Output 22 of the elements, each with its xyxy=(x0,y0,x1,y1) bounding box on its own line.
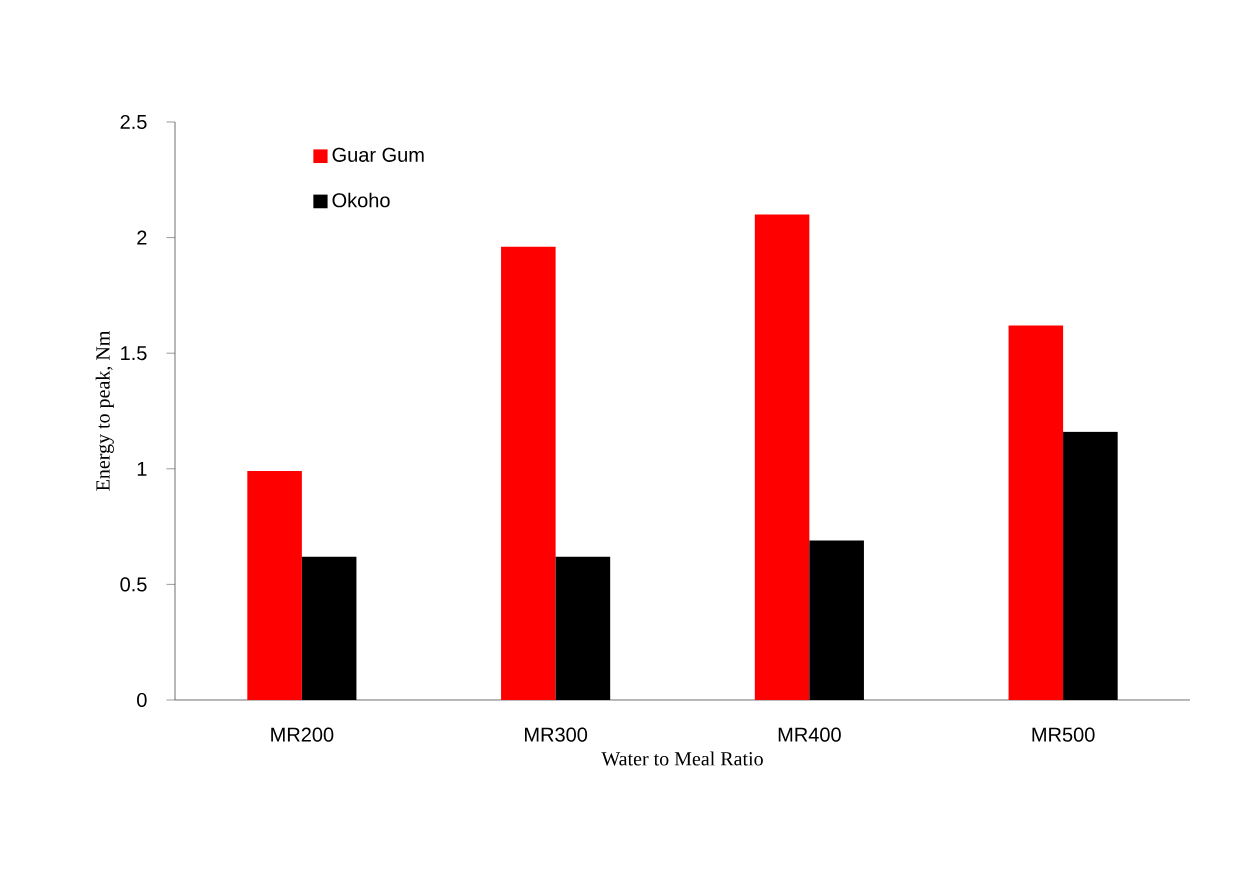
bar xyxy=(1008,325,1064,700)
y-tick-label: 0.5 xyxy=(120,577,147,592)
x-tick-label: MR400 xyxy=(778,727,841,742)
bar xyxy=(809,540,864,700)
x-tick-label: MR300 xyxy=(525,727,588,742)
x-axis-title: Water to Meal Ratio xyxy=(601,751,763,766)
bar xyxy=(247,471,302,700)
y-axis-title: Energy to peak, Nm xyxy=(95,330,114,491)
y-tick-label: 2.5 xyxy=(120,114,147,130)
x-tick-label: MR500 xyxy=(1032,727,1095,742)
bar xyxy=(1063,431,1118,700)
x-tick-label: MR200 xyxy=(271,727,334,742)
legend-label: Guar Gum xyxy=(332,147,424,162)
bar xyxy=(754,214,810,700)
bar xyxy=(501,246,556,700)
y-tick-label: 1 xyxy=(137,461,147,476)
legend-label: Okoho xyxy=(332,192,390,208)
bar xyxy=(301,556,357,700)
y-tick-label: 1.5 xyxy=(121,346,147,361)
y-tick-label: 0 xyxy=(137,692,147,708)
bar xyxy=(555,556,611,700)
y-tick-label: 2 xyxy=(137,230,147,245)
